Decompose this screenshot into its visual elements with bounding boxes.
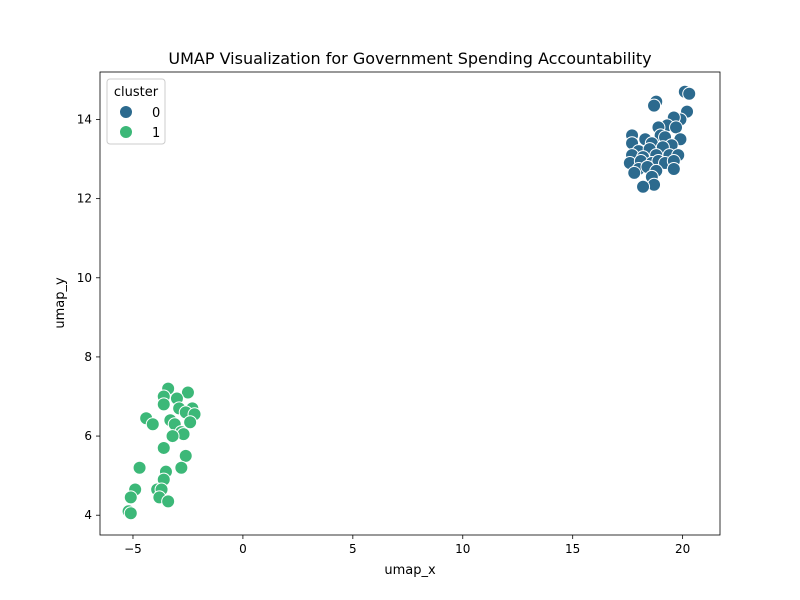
data-point-cluster-1 bbox=[161, 494, 176, 509]
y-tick-label: 10 bbox=[77, 271, 92, 285]
points-layer bbox=[121, 84, 697, 521]
legend: cluster 0 1 bbox=[106, 78, 166, 145]
data-point-cluster-1 bbox=[165, 429, 180, 444]
y-axis: 4 6 8 10 12 14 bbox=[77, 112, 100, 522]
data-point-cluster-0 bbox=[627, 165, 642, 180]
data-point-cluster-0 bbox=[636, 179, 651, 194]
legend-title: cluster bbox=[114, 85, 159, 100]
y-tick-label: 14 bbox=[77, 112, 92, 126]
y-tick-label: 4 bbox=[84, 508, 92, 522]
data-point-cluster-1 bbox=[156, 440, 171, 455]
data-point-cluster-1 bbox=[178, 448, 193, 463]
x-tick-label: 0 bbox=[239, 542, 247, 556]
y-tick-label: 8 bbox=[84, 350, 92, 364]
legend-label-cluster-1: 1 bbox=[152, 126, 160, 141]
data-point-cluster-1 bbox=[145, 417, 160, 432]
data-point-cluster-1 bbox=[174, 460, 189, 475]
data-point-cluster-0 bbox=[666, 161, 681, 176]
x-tick-label: 10 bbox=[455, 542, 470, 556]
legend-marker-cluster-0 bbox=[119, 105, 133, 119]
x-tick-label: 5 bbox=[349, 542, 357, 556]
data-point-cluster-0 bbox=[669, 120, 684, 135]
legend-label-cluster-0: 0 bbox=[152, 106, 160, 121]
x-tick-label: 20 bbox=[675, 542, 690, 556]
y-axis-label: umap_y bbox=[53, 277, 68, 329]
data-point-cluster-1 bbox=[156, 397, 171, 412]
y-tick-label: 12 bbox=[77, 192, 92, 206]
x-axis: −5 0 5 10 15 20 bbox=[124, 535, 690, 556]
data-point-cluster-0 bbox=[647, 98, 662, 113]
x-tick-label: −5 bbox=[124, 542, 142, 556]
y-tick-label: 6 bbox=[84, 429, 92, 443]
data-point-cluster-0 bbox=[682, 86, 697, 101]
data-point-cluster-1 bbox=[123, 506, 138, 521]
data-point-cluster-1 bbox=[180, 385, 195, 400]
chart-title: UMAP Visualization for Government Spendi… bbox=[168, 49, 651, 68]
data-point-cluster-1 bbox=[123, 490, 138, 505]
data-point-cluster-1 bbox=[132, 460, 147, 475]
plot-frame bbox=[99, 71, 721, 536]
legend-marker-cluster-1 bbox=[119, 125, 133, 139]
data-point-cluster-1 bbox=[183, 415, 198, 430]
x-axis-label: umap_x bbox=[384, 563, 436, 578]
x-tick-label: 15 bbox=[565, 542, 580, 556]
